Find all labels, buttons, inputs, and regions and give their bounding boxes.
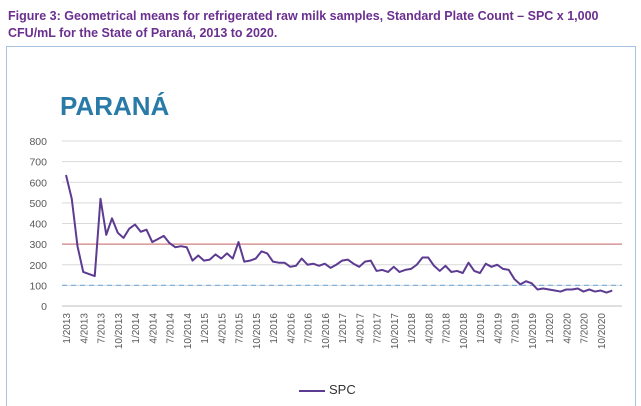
chart-frame: [6, 46, 636, 406]
x-tick-label: 10/2020: [597, 313, 608, 350]
x-tick-label: 7/2019: [511, 313, 522, 344]
x-tick-label: 7/2020: [580, 313, 591, 344]
x-tick-label: 10/2014: [183, 313, 194, 350]
x-tick-label: 1/2019: [476, 313, 487, 344]
x-tick-label: 1/2020: [545, 313, 556, 344]
x-tick-label: 10/2013: [114, 313, 125, 350]
x-tick-label: 1/2017: [338, 313, 349, 344]
y-tick-label: 200: [29, 260, 47, 272]
y-tick-label: 100: [29, 280, 47, 292]
chart-title: PARANÁ: [60, 91, 170, 121]
x-tick-label: 7/2018: [442, 313, 453, 344]
x-tick-label: 10/2015: [252, 313, 263, 350]
x-tick-label: 1/2018: [407, 313, 418, 344]
x-tick-label: 4/2019: [493, 313, 504, 344]
x-tick-label: 10/2018: [459, 313, 470, 350]
legend-label-spc: SPC: [329, 382, 356, 397]
x-tick-label: 4/2014: [148, 313, 159, 344]
x-tick-label: 1/2015: [200, 313, 211, 344]
x-tick-label: 7/2016: [304, 313, 315, 344]
y-tick-label: 800: [29, 136, 47, 148]
legend-swatch-spc: [299, 390, 325, 392]
x-tick-label: 1/2014: [131, 313, 142, 344]
y-tick-label: 300: [29, 239, 47, 251]
y-tick-label: 0: [41, 301, 47, 313]
x-tick-label: 4/2013: [79, 313, 90, 344]
x-tick-label: 10/2019: [528, 313, 539, 350]
y-tick-label: 700: [29, 157, 47, 169]
x-tick-label: 7/2013: [97, 313, 108, 344]
x-tick-label: 4/2020: [562, 313, 573, 344]
x-tick-label: 7/2015: [235, 313, 246, 344]
x-tick-label: 4/2016: [286, 313, 297, 344]
x-tick-label: 1/2016: [269, 313, 280, 344]
x-tick-label: 10/2016: [321, 313, 332, 350]
x-tick-label: 10/2017: [390, 313, 401, 350]
y-tick-label: 600: [29, 177, 47, 189]
x-tick-label: 1/2013: [62, 313, 73, 344]
series-line-spc: [65, 174, 613, 294]
x-tick-label: 4/2015: [217, 313, 228, 344]
y-tick-label: 500: [29, 198, 47, 210]
x-tick-label: 4/2018: [424, 313, 435, 344]
y-tick-label: 400: [29, 219, 47, 231]
x-tick-label: 4/2017: [355, 313, 366, 344]
figure-caption: Figure 3: Geometrical means for refriger…: [8, 9, 599, 40]
x-tick-label: 7/2017: [373, 313, 384, 344]
x-tick-label: 7/2014: [166, 313, 177, 344]
